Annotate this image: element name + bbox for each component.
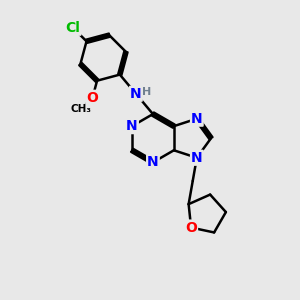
Text: Cl: Cl	[65, 21, 80, 35]
Text: H: H	[142, 87, 152, 97]
Text: N: N	[191, 112, 202, 126]
Text: O: O	[185, 220, 197, 235]
Text: N: N	[130, 87, 142, 101]
Text: O: O	[87, 91, 98, 105]
Text: N: N	[147, 155, 159, 170]
Text: CH₃: CH₃	[70, 104, 92, 114]
Text: N: N	[191, 151, 202, 165]
Text: N: N	[126, 119, 138, 133]
